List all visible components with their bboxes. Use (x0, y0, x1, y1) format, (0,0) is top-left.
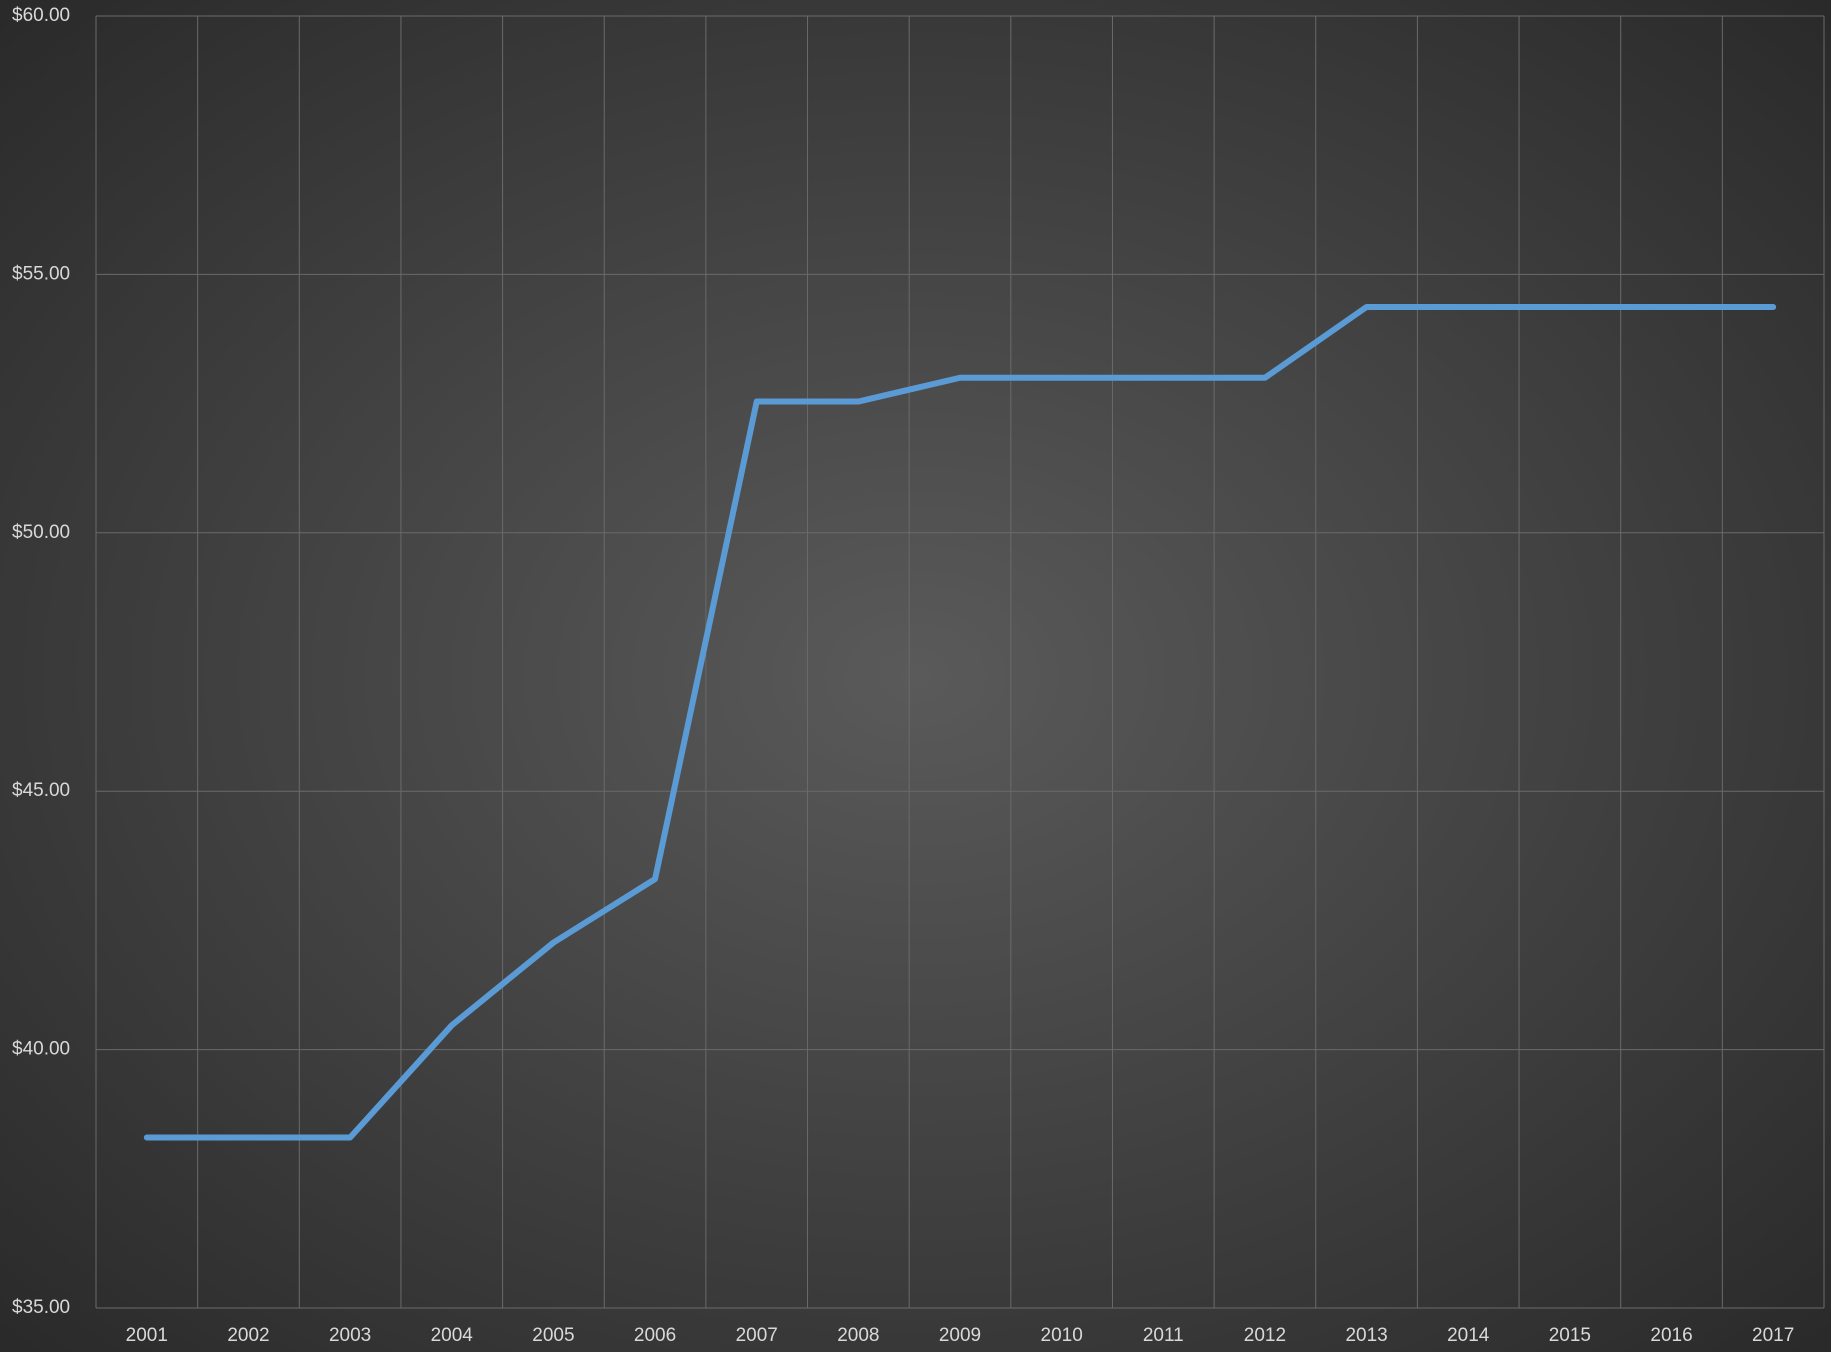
y-tick-label: $60.00 (12, 5, 70, 26)
y-tick-label: $35.00 (12, 1297, 70, 1318)
x-tick-label: 2001 (126, 1325, 168, 1346)
x-tick-label: 2005 (532, 1325, 574, 1346)
x-tick-label: 2002 (227, 1325, 269, 1346)
x-tick-label: 2008 (837, 1325, 879, 1346)
y-tick-label: $45.00 (12, 780, 70, 801)
y-tick-label: $50.00 (12, 522, 70, 543)
x-tick-label: 2011 (1143, 1325, 1184, 1346)
y-tick-label: $55.00 (12, 263, 70, 284)
x-tick-label: 2003 (329, 1325, 371, 1346)
x-tick-label: 2007 (736, 1325, 778, 1346)
x-tick-label: 2015 (1549, 1325, 1591, 1346)
x-tick-label: 2009 (939, 1325, 981, 1346)
x-tick-label: 2013 (1345, 1325, 1387, 1346)
x-tick-label: 2017 (1752, 1325, 1794, 1346)
x-tick-label: 2016 (1650, 1325, 1692, 1346)
x-tick-label: 2014 (1447, 1325, 1490, 1346)
x-tick-label: 2012 (1244, 1325, 1286, 1346)
y-tick-label: $40.00 (12, 1039, 70, 1060)
x-tick-label: 2010 (1041, 1325, 1083, 1346)
x-tick-label: 2004 (431, 1325, 474, 1346)
line-series (143, 303, 1777, 1141)
x-tick-label: 2006 (634, 1325, 676, 1346)
